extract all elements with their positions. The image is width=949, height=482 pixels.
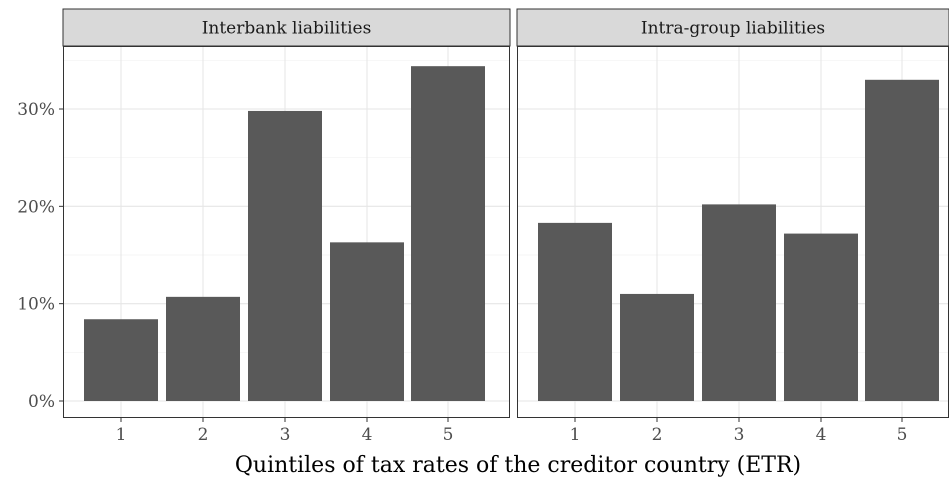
bar-5 [411,66,485,401]
panel-border [63,46,510,418]
y-tick-label: 0% [28,392,55,412]
panel-strip [516,8,949,47]
panel-strip [62,8,511,47]
bar-4 [330,242,404,401]
x-tick-label: 5 [443,425,454,445]
bar-1 [84,319,158,401]
panel-title: Interbank liabilities [202,19,372,39]
x-axis: 1 2 3 4 5 [570,418,908,445]
x-tick-label: 3 [280,425,291,445]
panel-title: Intra-group liabilities [641,19,825,39]
x-axis-title: Quintiles of tax rates of the creditor c… [235,453,801,478]
x-tick-label: 4 [816,425,827,445]
y-tick-label: 30% [17,100,55,120]
bars [84,66,485,402]
x-tick-label: 1 [116,425,127,445]
bar-5 [865,79,939,402]
bar-1 [538,222,612,401]
x-tick-label: 5 [897,425,908,445]
bar-3 [702,204,776,401]
y-tick-label: 10% [17,295,55,315]
y-tick-label: 20% [17,197,55,217]
x-axis: 1 2 3 4 5 [116,418,454,445]
x-tick-label: 3 [734,425,745,445]
y-axis: 0% 10% 20% 30% [17,100,63,412]
bar-4 [784,233,858,401]
x-tick-label: 2 [652,425,663,445]
bars [538,79,939,402]
panel-2: Intra-group liabilities 1 2 3 4 5 [516,8,949,445]
panel-1: Interbank liabilities 1 2 3 4 5 [62,8,511,445]
x-tick-label: 4 [362,425,373,445]
bar-3 [248,110,322,402]
bar-2 [166,296,240,401]
x-tick-label: 1 [570,425,581,445]
bar-2 [620,293,694,401]
x-tick-label: 2 [198,425,209,445]
